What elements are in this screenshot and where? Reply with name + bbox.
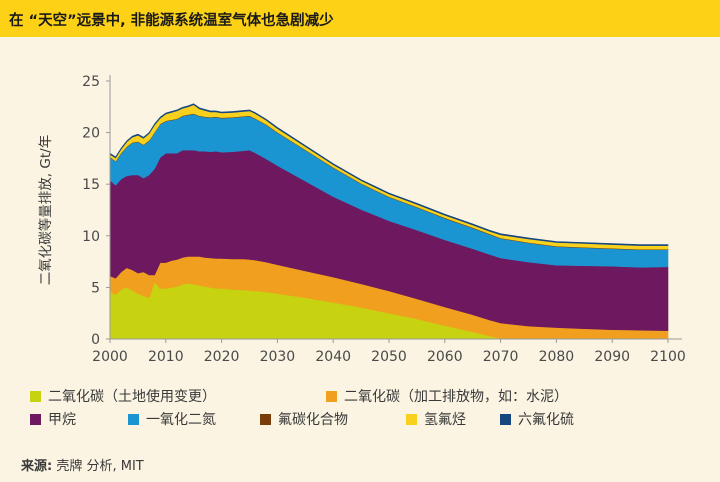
y-tick-label: 10: [82, 229, 100, 245]
legend-item: 二氧化碳（土地使用变更）: [30, 386, 216, 406]
legend-swatch: [128, 413, 139, 425]
legend-item: 二氧化碳（加工排放物，如：水泥）: [326, 386, 568, 406]
legend-swatch: [406, 413, 417, 425]
chart-header-bar: 在 “天空”远景中, 非能源系统温室气体也急剧减少: [0, 0, 720, 37]
source-label: 来源:: [21, 459, 53, 474]
legend-item: 甲烷: [30, 409, 76, 429]
legend-label: 六氟化硫: [518, 412, 574, 428]
chart-title: 在 “天空”远景中, 非能源系统温室气体也急剧减少: [9, 13, 334, 29]
y-tick-label: 15: [82, 177, 100, 193]
chart-legend: 二氧化碳（土地使用变更） 二氧化碳（加工排放物，如：水泥） 甲烷 一氧化二氮 氟…: [30, 386, 710, 438]
y-tick-label: 25: [82, 74, 100, 90]
stacked-area-chart: 2000 2010 2020 2030 2040 2050 2060 2070 2080 2090…: [37, 74, 686, 365]
source-note: 来源: 壳牌 分析, MIT: [21, 455, 144, 474]
legend-item: 氟碳化合物: [260, 409, 348, 429]
x-tick-label: 2070: [483, 349, 519, 365]
legend-label: 二氧化碳（土地使用变更）: [48, 389, 216, 405]
y-tick-label: 5: [91, 280, 100, 296]
chart-axes: 2000 2010 2020 2030 2040 2050 2060 2070 2080 2090…: [82, 74, 686, 365]
legend-item: 六氟化硫: [500, 409, 574, 429]
y-axis-label: 二氧化碳等量排放, Gt/年: [37, 135, 54, 285]
area-series: [109, 103, 669, 246]
x-tick-label: 2010: [148, 349, 184, 365]
x-tick-label: 2040: [315, 349, 351, 365]
legend-swatch: [326, 390, 337, 402]
legend-item: 氢氟烃: [406, 409, 466, 429]
legend-label: 氟碳化合物: [278, 412, 348, 428]
legend-label: 氢氟烃: [424, 412, 466, 428]
source-text: 壳牌 分析, MIT: [56, 459, 144, 474]
x-tick-label: 2090: [594, 349, 630, 365]
y-tick-label: 0: [91, 332, 100, 348]
x-tick-label: 2030: [260, 349, 296, 365]
legend-swatch: [260, 413, 271, 425]
x-tick-label: 2060: [427, 349, 463, 365]
legend-label: 二氧化碳（加工排放物，如：水泥）: [344, 389, 568, 405]
legend-swatch: [30, 390, 41, 402]
legend-swatch: [30, 413, 41, 425]
legend-label: 一氧化二氮: [146, 412, 216, 428]
area-layers: [109, 103, 669, 340]
legend-label: 甲烷: [48, 412, 76, 428]
x-tick-label: 2000: [92, 349, 128, 365]
x-tick-label: 2050: [371, 349, 407, 365]
legend-swatch: [500, 413, 511, 425]
x-tick-label: 2100: [650, 349, 686, 365]
x-tick-label: 2080: [539, 349, 575, 365]
x-tick-label: 2020: [204, 349, 240, 365]
legend-item: 一氧化二氮: [128, 409, 216, 429]
y-tick-label: 20: [82, 126, 100, 142]
